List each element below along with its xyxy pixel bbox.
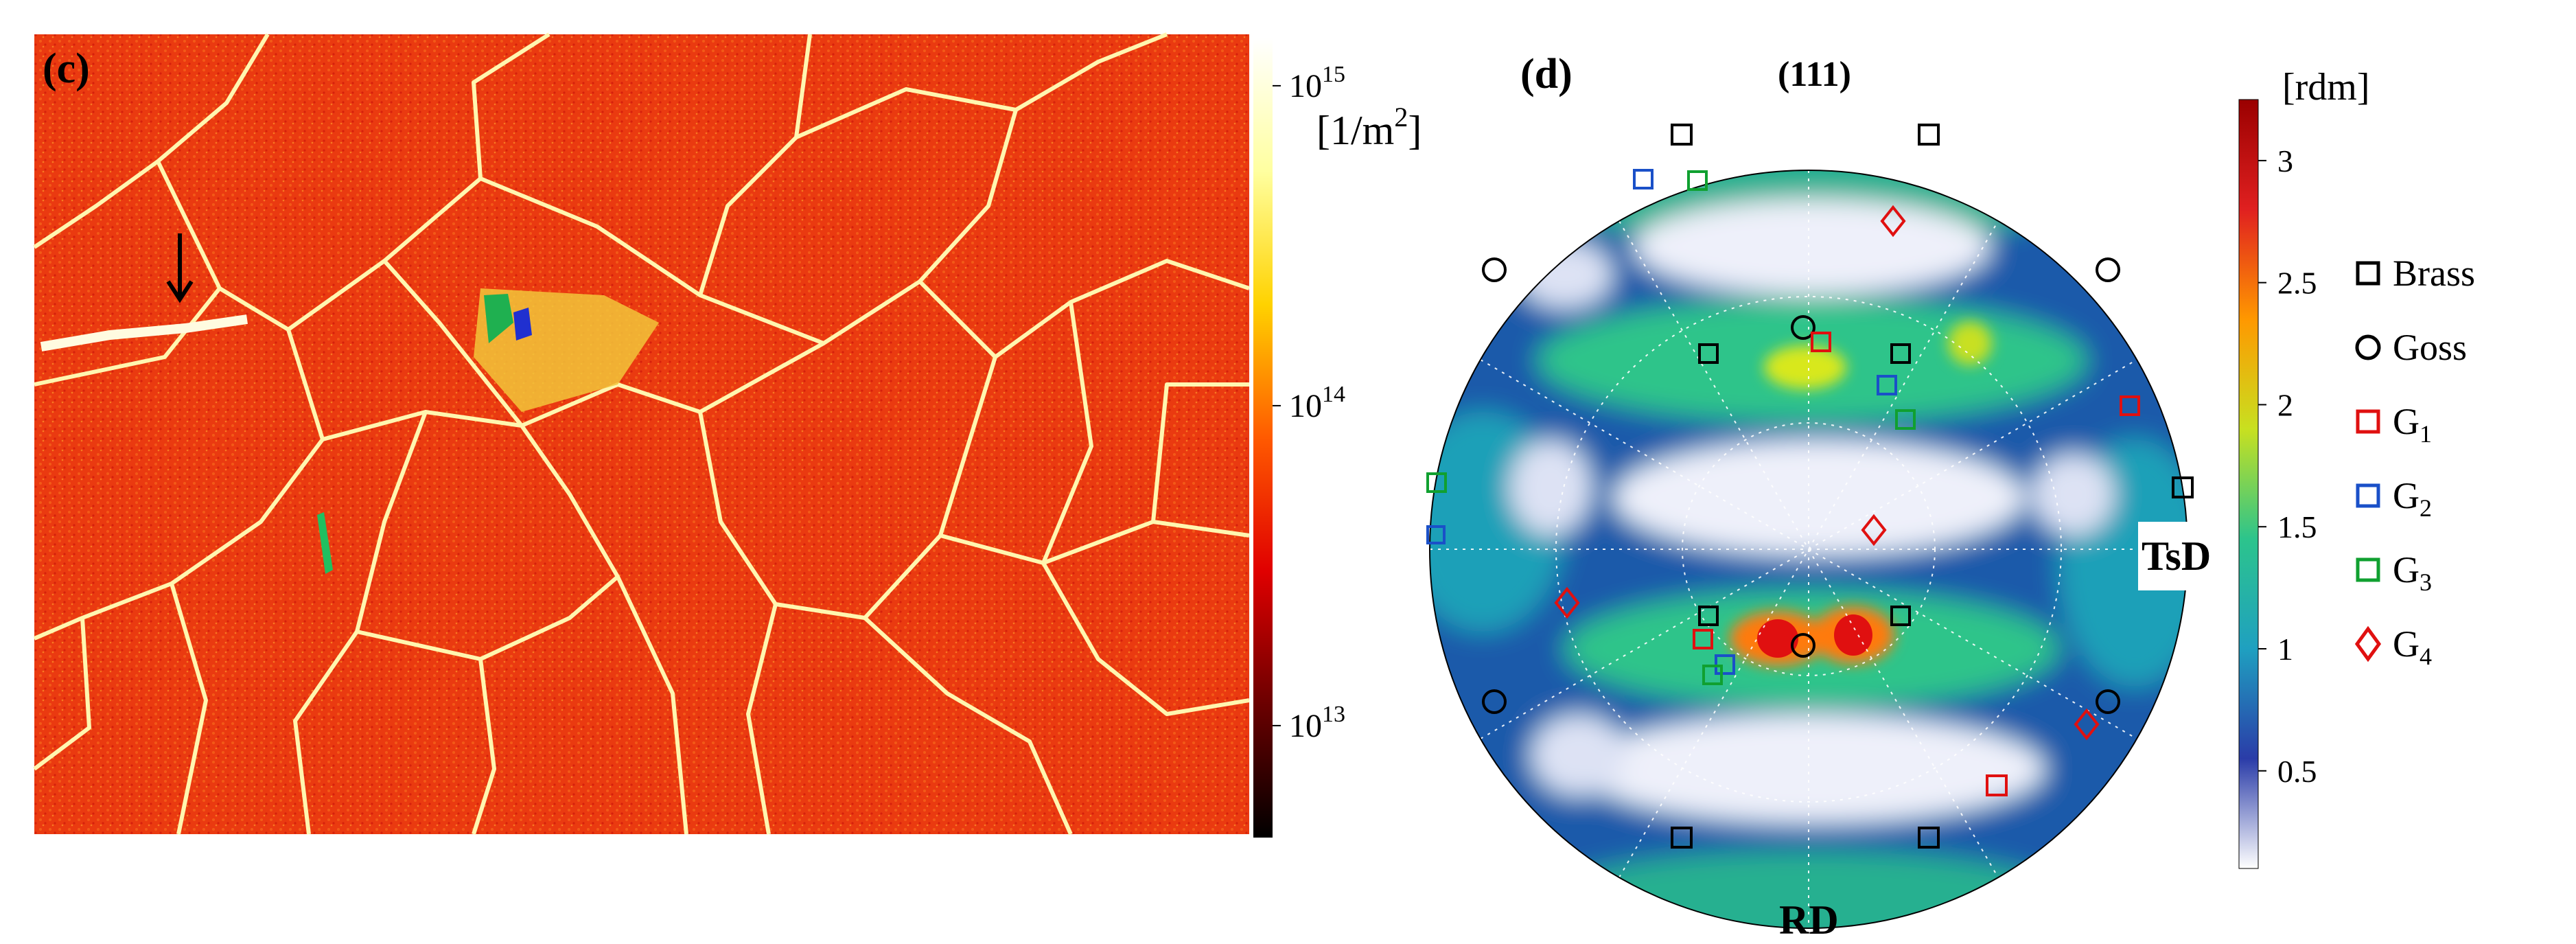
g1-marker bbox=[1811, 332, 1831, 352]
colorbar-d-unit: [rdm] bbox=[2282, 66, 2370, 108]
colorbar-d-tick-label: 2 bbox=[2277, 387, 2293, 422]
brass-marker bbox=[1918, 124, 1940, 146]
g1-marker bbox=[2120, 395, 2140, 416]
g3-marker bbox=[1702, 665, 1723, 685]
orientation-markers bbox=[1426, 124, 2194, 849]
colorbar-d-tick-label: 1.5 bbox=[2277, 509, 2317, 544]
grain-boundaries bbox=[33, 32, 1250, 836]
g3-marker bbox=[1687, 170, 1708, 191]
legend-item: G4 bbox=[2354, 623, 2432, 670]
goss-marker bbox=[1482, 689, 1507, 714]
g1-marker bbox=[1986, 774, 2008, 796]
colorbar-c-tick-label: 1014 bbox=[1289, 382, 1345, 424]
brass-marker bbox=[1890, 343, 1911, 364]
colorbar-d-tick-label: 2.5 bbox=[2277, 266, 2317, 301]
highlighted-boundary bbox=[40, 314, 248, 352]
goss-marker bbox=[1482, 257, 1507, 282]
g2-marker bbox=[1877, 375, 1897, 395]
goss-markers bbox=[1482, 257, 2120, 714]
brass-marker bbox=[1698, 343, 1719, 364]
legend-label: G2 bbox=[2393, 475, 2432, 522]
panel-d: (d) (111) bbox=[1426, 51, 2475, 943]
g4-marker bbox=[1861, 514, 1887, 546]
g4-markers bbox=[1554, 205, 2100, 741]
axis-label-tsd: TsD bbox=[2142, 533, 2211, 579]
panel-d-label: (d) bbox=[1520, 51, 1573, 97]
g1-markers bbox=[1693, 332, 2140, 796]
goss-marker bbox=[2096, 689, 2120, 714]
legend-item: G3 bbox=[2356, 549, 2432, 596]
colorbar-d-tick-label: 3 bbox=[2277, 143, 2293, 179]
colorbar-c-unit: [1/m2] bbox=[1316, 102, 1422, 153]
legend-label: Goss bbox=[2393, 327, 2467, 368]
legend-label: G1 bbox=[2393, 401, 2432, 448]
brass-marker bbox=[1698, 606, 1719, 626]
legend-marker-square bbox=[2356, 557, 2380, 582]
brass-marker bbox=[2172, 476, 2194, 498]
legend-label: Brass bbox=[2393, 253, 2475, 294]
legend-marker-circle bbox=[2355, 334, 2381, 360]
g2-marker bbox=[1633, 169, 1653, 189]
brass-marker bbox=[1918, 827, 1940, 849]
goss-marker bbox=[1791, 633, 1815, 658]
green-pixel-region bbox=[484, 294, 513, 343]
g2-markers bbox=[1426, 169, 1897, 675]
colorbar-c-tick-label: 1015 bbox=[1289, 62, 1345, 104]
brass-marker bbox=[1671, 827, 1693, 849]
g3-marker bbox=[1426, 472, 1447, 493]
arrow-indicator bbox=[166, 233, 194, 303]
green-pixel-streak bbox=[317, 512, 333, 574]
tsd-label-box bbox=[2138, 522, 2220, 590]
colorbar-d bbox=[2238, 99, 2259, 869]
colorbar-d-tick-label: 1 bbox=[2277, 632, 2293, 667]
brass-marker bbox=[1671, 124, 1693, 146]
density-map-background bbox=[34, 34, 1249, 834]
colorbar-c-tick-label: 1013 bbox=[1289, 702, 1345, 744]
legend-marker-square bbox=[2356, 483, 2380, 508]
legend: Brass Goss G1 G2 G3 G4 bbox=[2354, 253, 2475, 670]
pole-figure-grid bbox=[1430, 170, 2188, 928]
legend-item: G2 bbox=[2356, 475, 2432, 522]
colorbar-c-ticks: 1015 1014 1013 bbox=[1273, 62, 1345, 744]
legend-label: G3 bbox=[2393, 549, 2432, 596]
colorbar-c bbox=[1253, 38, 1273, 838]
legend-marker-square bbox=[2356, 261, 2380, 286]
g3-markers bbox=[1426, 170, 1916, 685]
legend-label: G4 bbox=[2393, 623, 2432, 670]
g3-marker bbox=[1895, 409, 1916, 430]
g2-marker bbox=[1426, 525, 1446, 544]
axis-label-rd: RD bbox=[1779, 897, 1839, 943]
g4-marker bbox=[1880, 205, 1906, 238]
blue-pixel-region bbox=[513, 308, 532, 341]
pole-figure-disc bbox=[1430, 170, 2188, 928]
pole-figure-title: (111) bbox=[1778, 55, 1851, 94]
legend-marker-diamond bbox=[2354, 625, 2382, 663]
brass-marker bbox=[1890, 606, 1911, 626]
g4-marker bbox=[2074, 708, 2100, 741]
goss-marker bbox=[1791, 315, 1815, 340]
panel-c: (c) 1015 1014 1013 [1/m2] bbox=[33, 32, 1422, 838]
legend-item: Goss bbox=[2355, 327, 2467, 368]
colorbar-d-ticks: 3 2.5 2 1.5 1 0.5 bbox=[2258, 143, 2317, 789]
legend-item: Brass bbox=[2356, 253, 2475, 294]
panel-c-label: (c) bbox=[43, 45, 90, 92]
g4-marker bbox=[1554, 586, 1580, 619]
legend-item: G1 bbox=[2356, 401, 2432, 448]
g1-marker bbox=[1693, 629, 1713, 649]
legend-marker-square bbox=[2356, 409, 2380, 434]
colorbar-d-tick-label: 0.5 bbox=[2277, 754, 2317, 789]
goss-marker bbox=[2096, 257, 2120, 282]
brass-markers bbox=[1671, 124, 2194, 849]
